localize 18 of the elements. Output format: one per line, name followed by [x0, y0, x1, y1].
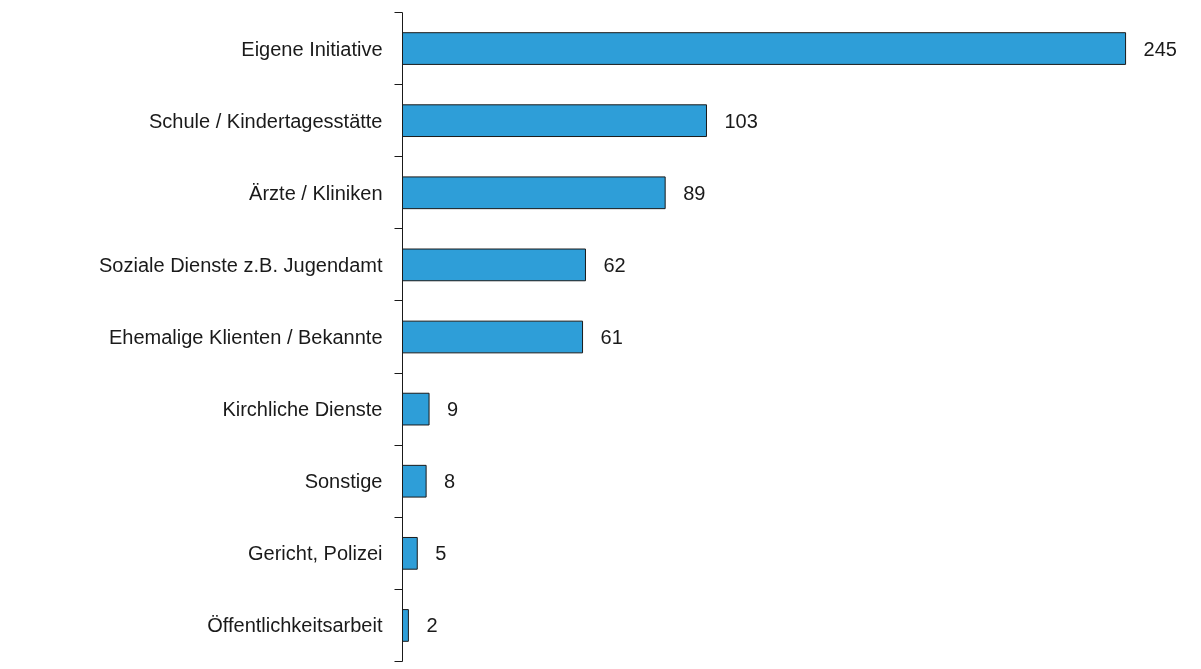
y-tick-label: Kirchliche Dienste — [222, 398, 383, 421]
data-label: 2 — [426, 614, 438, 637]
y-tick-label: Ehemalige Klienten / Bekannte — [108, 326, 383, 348]
data-label: 89 — [683, 181, 706, 204]
y-tick-label: Eigene Initiative — [241, 37, 383, 60]
data-label: 103 — [724, 109, 758, 132]
data-label: 62 — [603, 253, 626, 276]
y-tick-label: Sonstige — [304, 470, 383, 493]
data-label: 9 — [447, 398, 459, 421]
data-label: 5 — [435, 542, 447, 565]
y-tick-label: Öffentlichkeitsarbeit — [207, 614, 383, 637]
data-label: 245 — [1143, 37, 1177, 60]
y-tick-label: Soziale Dienste z.B. Jugendamt — [99, 253, 383, 276]
y-tick-label: Ärzte / Kliniken — [249, 181, 383, 204]
data-label: 8 — [444, 470, 456, 493]
y-tick-label: Schule / Kindertagesstätte — [149, 109, 383, 132]
data-label: 61 — [600, 326, 623, 348]
y-tick-label: Gericht, Polizei — [248, 542, 383, 565]
